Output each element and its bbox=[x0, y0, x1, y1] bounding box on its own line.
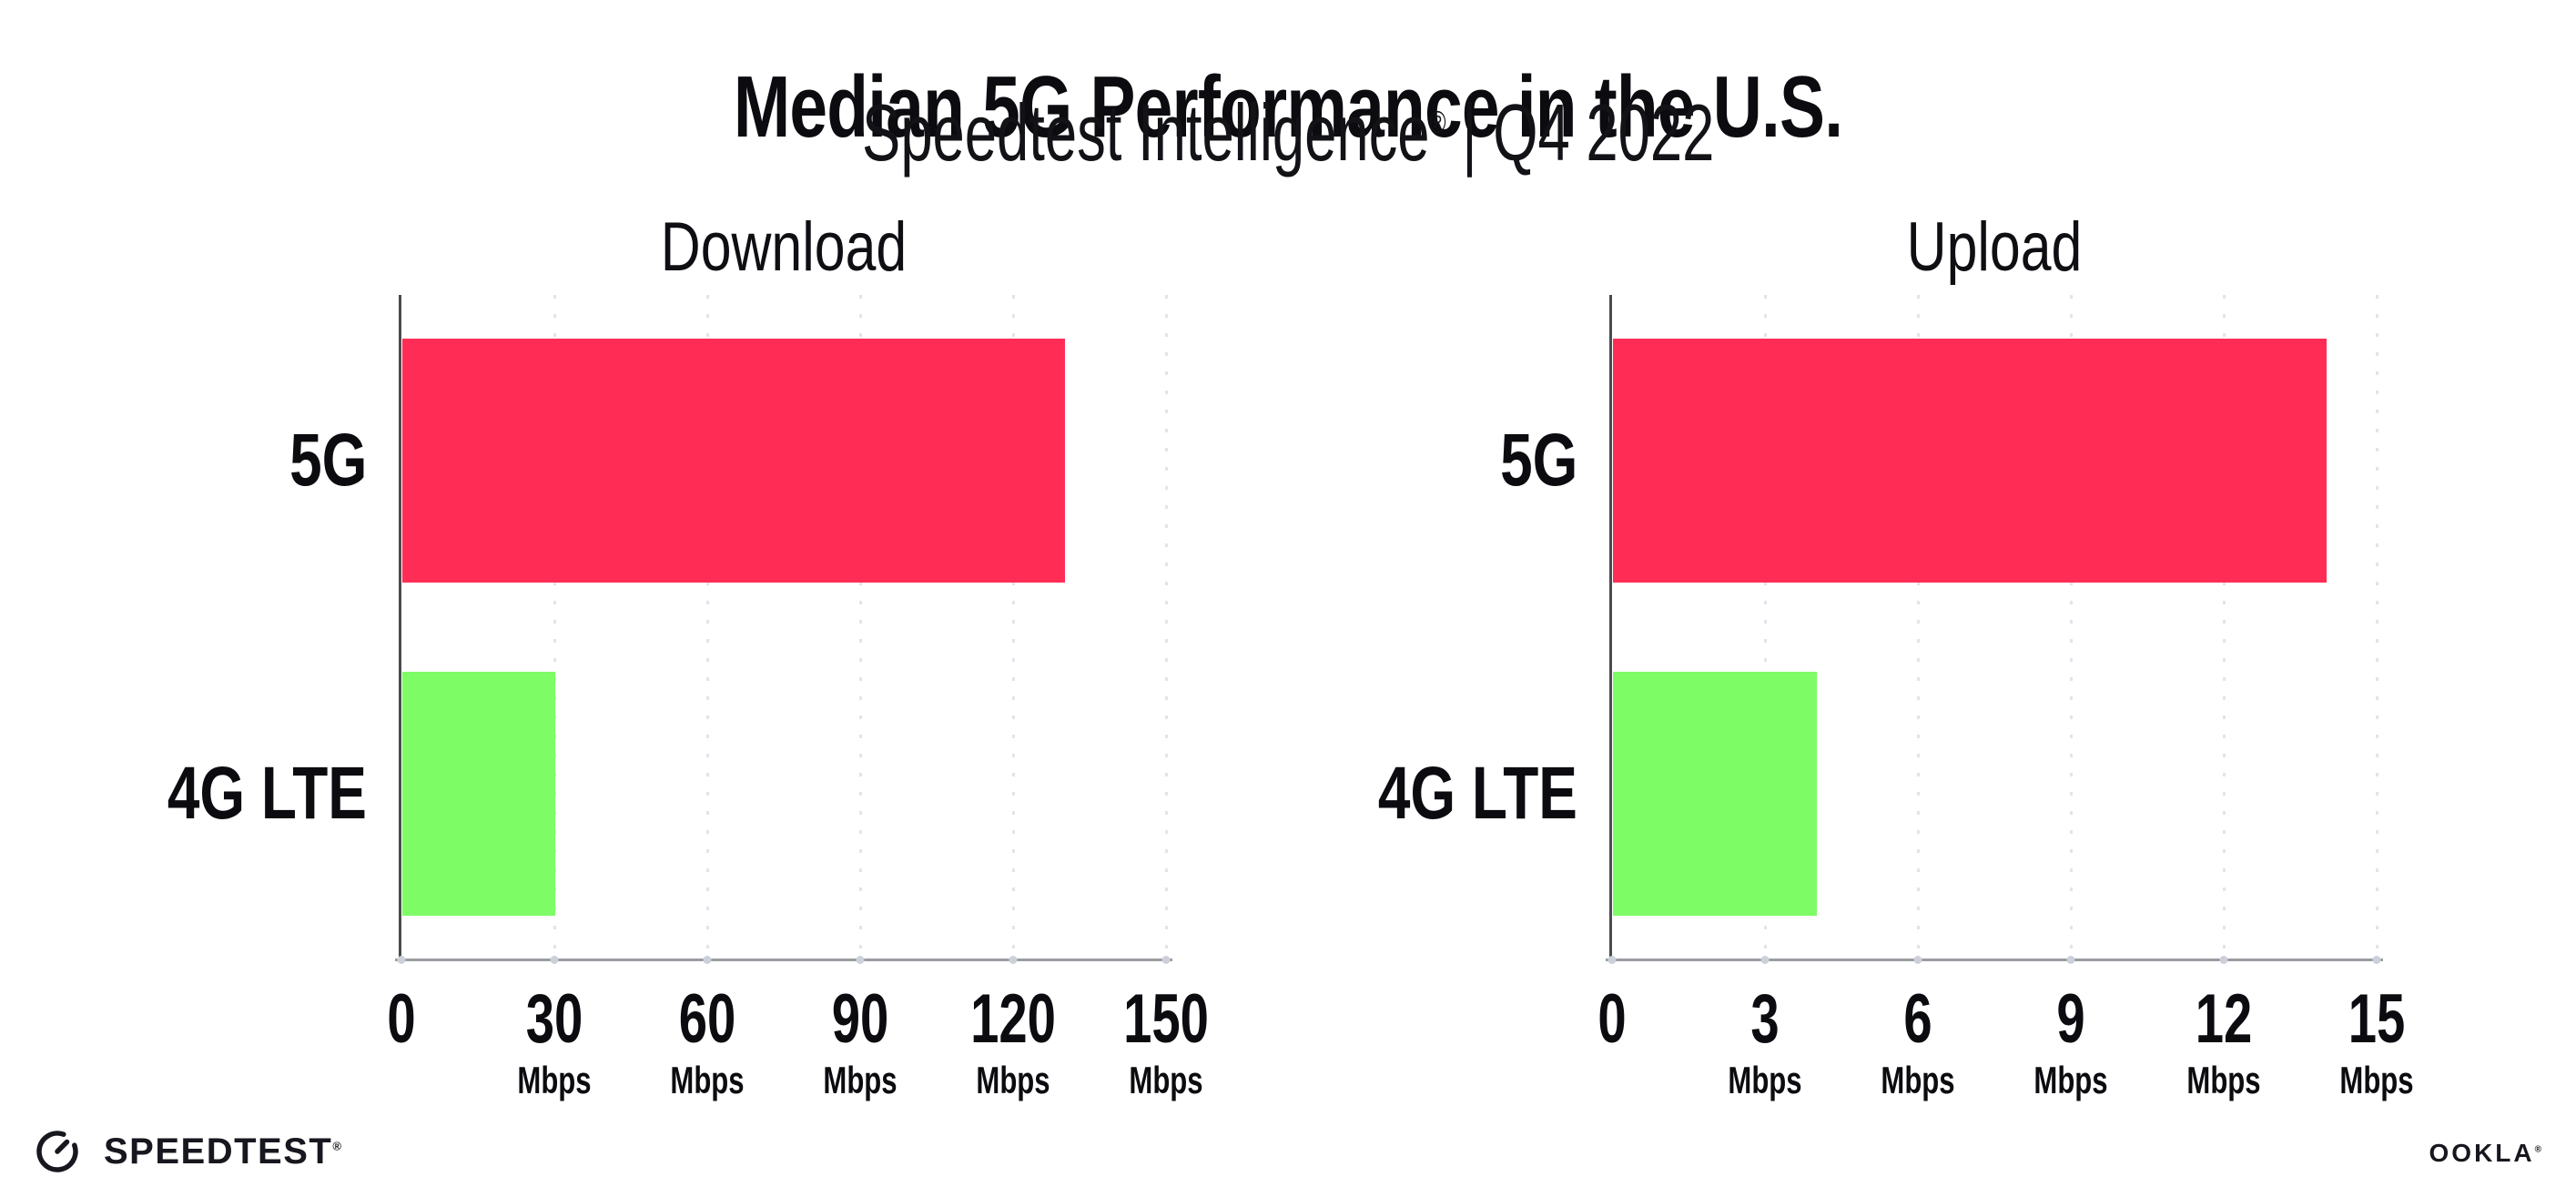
x-tick-mark bbox=[1009, 956, 1018, 964]
x-tick-label: 9 bbox=[2056, 980, 2085, 1058]
upload-plot: Upload 0 3 Mbps 6 Mbps 9 Mbps 12 Mbps 15 Mbps 5G 4G … bbox=[1378, 213, 2414, 1100]
bar-4g-lte bbox=[1613, 672, 1817, 916]
page-title: Median 5G Performance in the U.S. bbox=[0, 62, 2576, 154]
download-chart-title: Download bbox=[660, 208, 908, 286]
x-tick-mark bbox=[397, 956, 406, 964]
x-tick-unit-label: Mbps bbox=[2339, 1059, 2414, 1101]
x-tick-label: 150 bbox=[1123, 980, 1209, 1058]
x-tick-mark bbox=[1161, 956, 1171, 964]
x-tick-mark bbox=[1760, 956, 1770, 964]
ookla-label: OOKLA bbox=[2429, 1139, 2535, 1167]
x-tick-unit-label: Mbps bbox=[517, 1059, 592, 1101]
x-gridline bbox=[2376, 295, 2378, 958]
download-plot: Download 0 30 Mbps 60 Mbps 90 Mbps 120 Mbps 150 Mb… bbox=[167, 213, 1209, 1100]
x-tick-label: 60 bbox=[678, 980, 736, 1058]
x-tick-unit-label: Mbps bbox=[2186, 1059, 2261, 1101]
page-title-text: Median 5G Performance in the U.S. bbox=[733, 58, 1843, 157]
x-tick-mark bbox=[550, 956, 559, 964]
x-tick-unit-label: Mbps bbox=[823, 1059, 898, 1101]
subtitle-brand: Speedtest Intelligence bbox=[861, 87, 1430, 178]
ookla-registered-mark: ® bbox=[2534, 1144, 2541, 1155]
speedtest-logo: SPEEDTEST® bbox=[33, 1127, 341, 1176]
x-tick-label: 15 bbox=[2348, 980, 2406, 1058]
ookla-logo: OOKLA® bbox=[2429, 1141, 2541, 1166]
x-tick-label: 90 bbox=[831, 980, 889, 1058]
category-label-4g-lte: 4G LTE bbox=[1377, 752, 1577, 835]
x-tick-unit-label: Mbps bbox=[1881, 1059, 1955, 1101]
download-y-axis-spine bbox=[399, 295, 401, 961]
x-tick-unit-label: Mbps bbox=[1129, 1059, 1203, 1101]
x-tick-unit-label: Mbps bbox=[976, 1059, 1050, 1101]
x-gridline bbox=[553, 295, 556, 958]
speedtest-registered-mark: ® bbox=[332, 1139, 341, 1153]
bar-5g bbox=[1613, 339, 2327, 583]
category-label-5g: 5G bbox=[289, 419, 367, 502]
upload-y-axis-spine bbox=[1609, 295, 1612, 961]
x-tick-unit-label: Mbps bbox=[670, 1059, 745, 1101]
x-gridline bbox=[859, 295, 862, 958]
x-gridline bbox=[2223, 295, 2226, 958]
x-tick-label: 12 bbox=[2195, 980, 2253, 1058]
x-gridline bbox=[1764, 295, 1767, 958]
x-gridline bbox=[706, 295, 709, 958]
x-tick-label: 120 bbox=[970, 980, 1056, 1058]
x-gridline bbox=[1917, 295, 1920, 958]
x-tick-mark bbox=[1913, 956, 1922, 964]
speedtest-label: SPEEDTEST bbox=[104, 1131, 333, 1172]
x-tick-label: 30 bbox=[525, 980, 583, 1058]
bar-4g-lte bbox=[402, 672, 555, 916]
x-gridline bbox=[2070, 295, 2073, 958]
download-x-axis-line bbox=[395, 959, 1172, 961]
x-tick-label: 0 bbox=[387, 980, 416, 1058]
speedtest-wordmark: SPEEDTEST® bbox=[104, 1133, 341, 1170]
x-tick-mark bbox=[703, 956, 712, 964]
upload-x-axis-line bbox=[1606, 959, 2383, 961]
x-gridline bbox=[1165, 295, 1168, 958]
category-label-4g-lte: 4G LTE bbox=[167, 752, 367, 835]
x-tick-label: 0 bbox=[1597, 980, 1627, 1058]
speedtest-gauge-icon bbox=[36, 1131, 78, 1172]
bar-5g bbox=[402, 339, 1065, 583]
category-label-5g: 5G bbox=[1499, 419, 1577, 502]
x-gridline bbox=[1012, 295, 1015, 958]
registered-mark: ® bbox=[1429, 105, 1446, 140]
x-tick-label: 6 bbox=[1903, 980, 1932, 1058]
x-tick-unit-label: Mbps bbox=[2033, 1059, 2108, 1101]
x-tick-mark bbox=[856, 956, 865, 964]
page-subtitle: Speedtest Intelligence® | Q4 2022 bbox=[0, 90, 2576, 175]
x-tick-unit-label: Mbps bbox=[1728, 1059, 1802, 1101]
x-tick-mark bbox=[2219, 956, 2228, 964]
gauge-needle bbox=[55, 1139, 70, 1154]
x-tick-mark bbox=[2372, 956, 2381, 964]
subtitle-period: | Q4 2022 bbox=[1445, 87, 1715, 178]
x-tick-mark bbox=[2066, 956, 2075, 964]
x-tick-mark bbox=[1607, 956, 1617, 964]
upload-chart-title: Upload bbox=[1906, 208, 2083, 286]
x-tick-label: 3 bbox=[1750, 980, 1780, 1058]
